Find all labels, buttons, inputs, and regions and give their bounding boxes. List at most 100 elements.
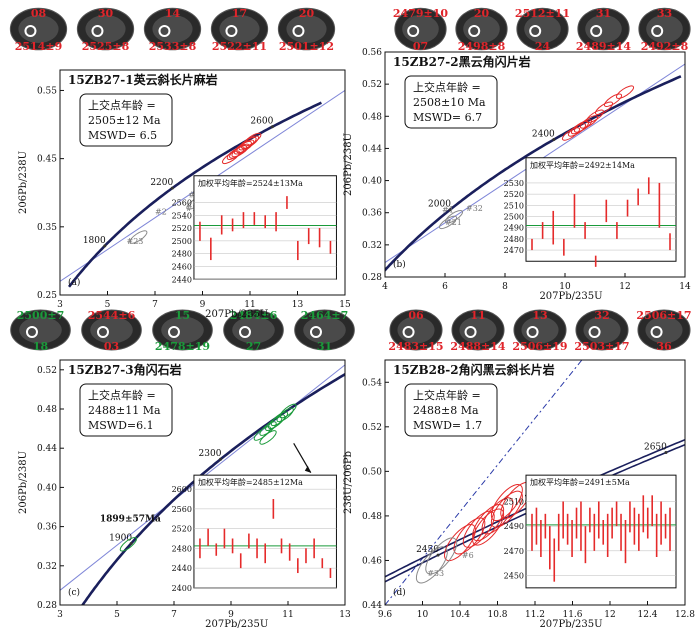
concordia-tick <box>664 451 668 455</box>
y-tick-label: 0.32 <box>37 562 57 572</box>
x-tick-label: 12 <box>619 282 630 292</box>
grain-label: 2489±14 <box>576 40 631 53</box>
x-tick-label: 12.4 <box>637 610 657 620</box>
result-line-1: 上交点年龄 = <box>413 80 481 94</box>
x-axis-label: 207Pb/235U <box>539 291 602 302</box>
concordia-age-label: 2000 <box>428 200 451 210</box>
y-tick-label: 0.56 <box>362 48 382 58</box>
y-tick-label: 0.25 <box>37 291 57 301</box>
x-tick-label: 3 <box>57 300 63 310</box>
grain-label: 2501±12 <box>279 40 334 53</box>
x-tick-label: 10.4 <box>450 610 470 620</box>
grain-label: 30 <box>98 7 114 20</box>
y-tick-label: 0.52 <box>362 423 382 433</box>
y-tick-label: 0.54 <box>362 378 382 388</box>
data-ellipse <box>490 483 523 522</box>
panel-c: 1900 2300 1899±57Ma 3 5 7 9 11 13 0.28 0.32 0.36 0.4… <box>18 359 351 630</box>
plot-area: 2000 2400 #1 #32 #21 <box>385 63 685 273</box>
data-ellipse <box>129 230 148 244</box>
grain-label: 2464±7 <box>301 309 349 322</box>
x-tick-label: 7 <box>171 610 177 620</box>
result-box <box>79 93 173 147</box>
inset-frame <box>525 157 677 262</box>
panel-title: 15ZB28-2角闪黑云斜长片岩 <box>393 362 555 377</box>
result-line-1: 上交点年龄 = <box>413 388 481 402</box>
crystal-strip-3: 2500±7 18 2544±6 03 15 2478±19 2484±6 27 2464±7 3… <box>5 305 360 355</box>
data-ellipse <box>276 407 294 423</box>
x-tick-label: 9 <box>200 300 206 310</box>
result-line-3: MSWD=6.1 <box>88 419 154 432</box>
x-axis-label: 207Pb/235U <box>205 309 268 320</box>
panel-title: 15ZB27-1英云斜长片麻岩 <box>68 72 218 87</box>
concordia-tick <box>552 138 556 142</box>
grain-label: 2500±7 <box>17 309 65 322</box>
grain-label: 2484±6 <box>230 309 278 322</box>
grain-label: 2498±8 <box>458 40 506 53</box>
x-tick-label: 11 <box>282 610 293 620</box>
grain-label: 2503±17 <box>574 340 629 353</box>
spot-circle <box>292 25 305 37</box>
weighted-mean-inset: 加权平均年龄=2524±13Ma 2440 2460 2480 2500 2520 2540… <box>172 175 337 284</box>
spot-circle <box>650 326 663 338</box>
grain-label: 2506±19 <box>512 340 567 353</box>
axes-frame <box>384 51 686 278</box>
result-box <box>404 75 498 129</box>
concordia-curve <box>81 372 345 605</box>
grain-label: 2483±15 <box>388 340 443 353</box>
x-tick-label: 9 <box>228 610 234 620</box>
spot-circle <box>309 326 322 338</box>
inset-tick-label: 2480 <box>172 544 192 553</box>
pointer-arrowhead <box>304 465 311 473</box>
result-line-2: 2488±8 Ma <box>413 404 479 417</box>
x-tick-label: 7 <box>152 300 158 310</box>
data-ellipse <box>233 140 252 155</box>
grain-label: 06 <box>408 309 424 322</box>
x-tick-label: 11.2 <box>525 610 545 620</box>
grain-label: 2492±8 <box>641 40 689 53</box>
spot-circle <box>651 25 664 37</box>
annotation-label: 1899±57Ma <box>100 515 161 525</box>
x-tick-label: 14 <box>679 282 691 292</box>
x-axis-label: 207Pb/235U <box>539 619 602 630</box>
concordia-age-label: 2650 <box>644 443 667 453</box>
grain-label: 27 <box>246 340 261 353</box>
x-tick-label: 8 <box>502 282 508 292</box>
spot-circle <box>590 25 603 37</box>
data-ellipse <box>603 93 623 107</box>
data-ellipse <box>561 127 581 141</box>
grain-label: 2478±19 <box>155 340 210 353</box>
x-tick-label: 10.8 <box>487 610 507 620</box>
inset-tick-label: 2450 <box>504 572 524 581</box>
grain-label: 14 <box>165 7 181 20</box>
spot-circle <box>24 25 37 37</box>
data-ellipse <box>221 150 241 165</box>
spot-circle <box>402 326 415 338</box>
x-tick-label: 11 <box>244 300 255 310</box>
panel-letter: (d) <box>393 587 406 598</box>
grain-label: 32 <box>594 309 609 322</box>
result-box <box>79 383 173 437</box>
concordia-age-label: 2450 <box>416 545 439 555</box>
data-ellipse <box>279 403 297 419</box>
grain-label: 18 <box>33 340 49 353</box>
panel-title: 15ZB27-3角闪石岩 <box>68 362 182 377</box>
concordia-tick <box>270 125 274 129</box>
grain-label: 2479±10 <box>393 7 448 20</box>
inset-title: 加权平均年龄=2492±14Ma <box>530 160 635 170</box>
inset-frame <box>525 474 677 589</box>
grain-label: 03 <box>104 340 119 353</box>
concordia-tick <box>448 208 452 212</box>
y-tick-label: 0.44 <box>362 601 382 611</box>
x-tick-label: 4 <box>382 282 388 292</box>
result-box <box>404 383 498 437</box>
spot-circle <box>529 25 542 37</box>
spot-label: #21 <box>445 218 462 227</box>
inset-title: 加权平均年龄=2491±5Ma <box>530 477 630 487</box>
x-tick-label: 3 <box>57 610 63 620</box>
data-ellipse <box>415 546 448 584</box>
inset-tick-label: 2440 <box>172 564 192 573</box>
spot-circle <box>464 326 477 338</box>
spot-label: #1 <box>442 206 454 215</box>
weighted-mean-inset: 加权平均年龄=2491±5Ma 2450 2470 2490 2510 <box>504 474 677 589</box>
grain-label: 2488±14 <box>450 340 505 353</box>
